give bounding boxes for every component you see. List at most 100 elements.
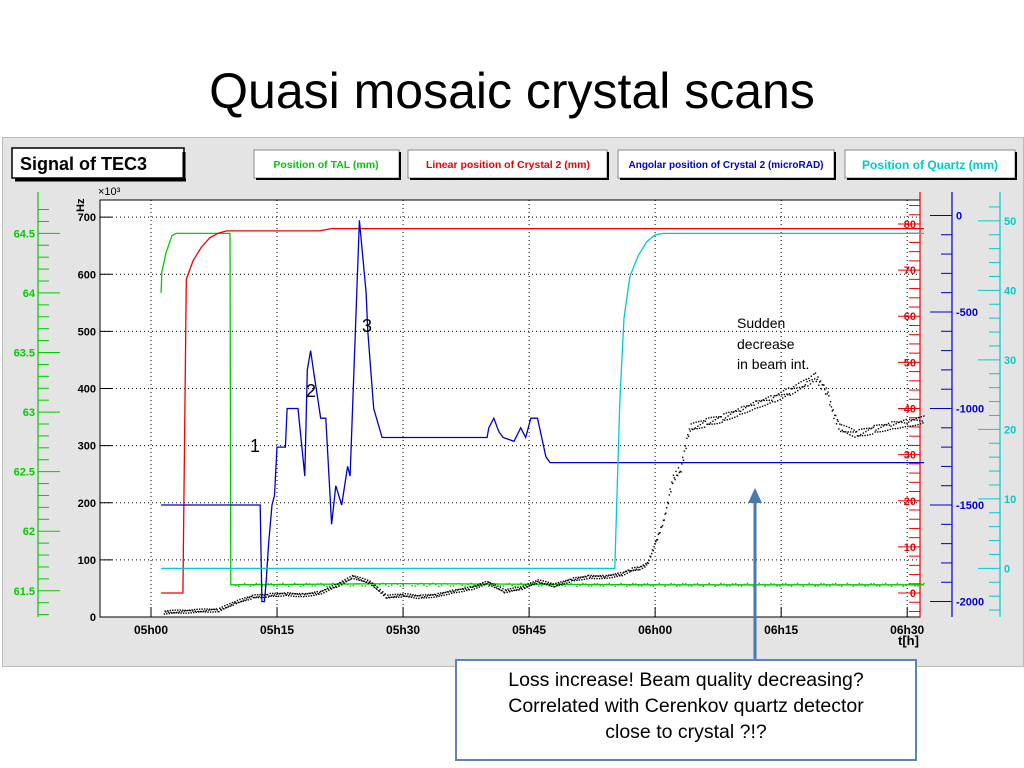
signal-point [530,584,533,587]
signal-point [638,566,640,569]
signal-point [502,587,504,590]
tal-noise-point [537,585,540,587]
tal-noise-point [873,583,875,585]
signal-point [391,596,393,598]
legend-tal: Position of TAL (mm) [253,149,401,180]
tal-noise-point [629,584,631,587]
signal-point [569,578,571,581]
x-tick-label: 05h00 [134,623,168,637]
signal-point [795,384,797,386]
signal-point [295,595,297,598]
crystal_linear-tick-label: 30 [904,450,916,462]
signal-point [234,600,236,603]
tal-noise-point [649,584,652,587]
signal-point [585,576,587,578]
signal-point [307,592,309,595]
signal-point [362,580,365,582]
signal-point [552,583,555,585]
signal-point [481,585,483,587]
signal-point [652,549,655,552]
signal-point [920,416,923,418]
signal-point [828,395,830,397]
signal-point [321,590,323,592]
signal-point [768,399,770,402]
signal-point [915,417,917,420]
signal-point [487,581,490,583]
signal-point [596,577,598,580]
signal-point [358,579,360,581]
signal-point [261,595,263,597]
signal-point [474,585,476,587]
signal-point [429,594,432,596]
signal-point [181,610,183,613]
signal-point [166,613,168,615]
signal-point [676,474,678,476]
signal-point [568,581,570,584]
signal-point [403,595,405,597]
signal-point [524,584,527,586]
signal-point [212,611,214,613]
signal-point [846,432,849,435]
signal-point [908,421,910,423]
signal-point [238,601,240,604]
signal-point [839,430,842,433]
signal-point [232,604,234,606]
signal-point [590,574,592,577]
signal-point [279,592,281,595]
signal-point [209,611,212,613]
signal-point [296,593,298,595]
signal-point [206,608,208,610]
tal-noise-point [890,585,893,588]
signal-point [310,595,313,597]
signal-point [630,570,633,572]
signal-point [250,595,253,598]
signal-point [791,388,793,390]
signal-point [836,419,839,421]
tal-noise-point [487,585,490,587]
legend-crystal-linear: Linear position of Crystal 2 (mm) [407,149,609,180]
tal-noise-point [308,583,311,585]
signal-point [441,592,444,595]
signal-point [497,585,499,587]
signal-point [782,389,785,392]
signal-point [573,579,576,582]
signal-point [480,584,482,586]
signal-point [286,593,288,596]
signal-point [613,574,615,576]
signal-point [292,595,295,597]
signal-point [669,488,671,490]
tal-noise-point [737,584,740,587]
tal-noise-point [634,583,637,585]
signal-point [739,413,741,416]
signal-point [869,433,871,436]
signal-point [324,589,327,591]
tal-noise-point [387,585,390,588]
signal-point [203,610,205,612]
tal-noise-point [349,585,352,587]
signal-point [537,579,539,581]
signal-point [712,420,714,422]
signal-point [313,594,315,596]
tal-noise-point [458,582,461,585]
signal-point [444,592,446,594]
signal-point [490,583,492,585]
signal-point [170,611,172,614]
tal-noise-point [696,582,699,585]
signal-point [660,526,662,529]
x-tick-label: 05h30 [386,623,420,637]
tal-noise-point [429,584,431,586]
tal-noise-point [770,582,772,585]
signal-point [182,609,184,611]
signal-point [808,379,811,382]
signal-point [645,562,647,565]
signal-point [843,424,845,427]
crystal_angular-tick-label: -500 [956,307,978,319]
crystal_linear-tick-label: 50 [904,357,916,369]
signal-point [702,422,704,424]
tal-noise-point [596,582,599,585]
tal-noise-point [652,585,655,587]
signal-point [556,584,559,587]
signal-point [290,595,292,597]
signal-point [516,588,518,591]
tal-noise-point [626,585,628,587]
